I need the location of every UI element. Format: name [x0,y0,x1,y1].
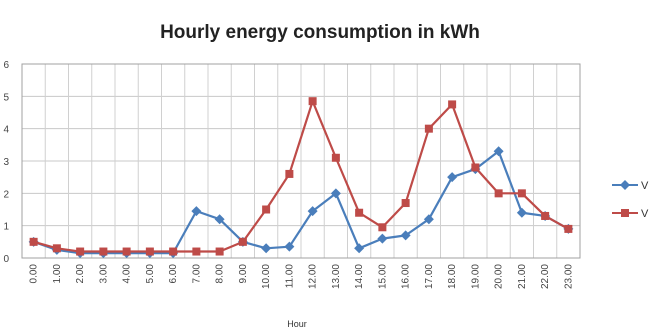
y-tick-label: 0 [3,254,9,265]
data-point [330,188,341,199]
data-point [262,205,271,214]
y-axis-ticks: 0 1 2 3 4 5 6 [3,60,9,265]
data-point [401,199,410,208]
y-tick-label: 6 [3,60,9,71]
data-point [169,247,178,256]
y-tick-label: 2 [3,189,9,200]
x-tick-label: 23.00 [563,264,574,289]
x-tick-label: 2.00 [75,264,86,284]
data-point [145,247,154,256]
x-tick-label: 9.00 [238,264,249,284]
grid [21,63,581,259]
x-tick-label: 16.00 [401,264,412,289]
legend-label: V [641,208,649,220]
data-point [448,100,457,109]
x-tick-label: 20.00 [494,264,505,289]
x-tick-label: 0.00 [29,264,40,284]
x-tick-label: 3.00 [98,264,109,284]
data-point [423,214,434,225]
y-tick-label: 3 [3,157,9,168]
data-point [378,223,387,232]
data-point [191,206,202,217]
x-tick-label: 4.00 [122,264,133,284]
y-tick-label: 1 [3,222,9,233]
x-tick-label: 17.00 [424,264,435,289]
data-point [516,207,527,218]
data-point [52,244,61,253]
x-tick-label: 6.00 [168,264,179,284]
legend-marker [621,209,629,217]
x-tick-label: 19.00 [470,264,481,289]
legend: VV [612,180,649,220]
legend-item: V [612,208,649,220]
x-tick-label: 1.00 [52,264,63,284]
x-tick-label: 7.00 [191,264,202,284]
y-tick-label: 5 [3,92,9,103]
data-point [192,247,201,256]
x-tick-label: 15.00 [377,264,388,289]
plot-area [21,63,581,259]
data-point [29,237,38,246]
x-tick-label: 14.00 [354,264,365,289]
data-point [494,189,503,198]
data-point [424,124,433,133]
data-point [284,241,295,252]
x-tick-label: 13.00 [331,264,342,289]
data-point [261,243,272,254]
data-point [354,243,365,254]
data-point [377,233,388,244]
series-group [28,97,574,259]
x-tick-label: 18.00 [447,264,458,289]
legend-label: V [641,180,649,192]
x-tick-label: 12.00 [308,264,319,289]
x-tick-label: 22.00 [540,264,551,289]
data-point [471,163,480,172]
data-point [447,172,458,183]
chart-title: Hourly energy consumption in kWh [160,22,480,43]
x-tick-label: 10.00 [261,264,272,289]
data-point [517,189,526,198]
data-point [308,97,317,106]
data-point [355,208,364,217]
x-tick-label: 21.00 [517,264,528,289]
legend-item: V [612,180,649,192]
data-point [285,169,294,178]
x-tick-label: 8.00 [215,264,226,284]
data-point [76,247,85,256]
data-point [331,153,340,162]
x-axis-ticks: 0.00 1.00 2.00 3.00 4.00 5.00 6.00 7.00 8.00 9.00… [29,264,575,289]
data-point [238,237,247,246]
series-2 [29,97,573,256]
data-point [122,247,131,256]
data-point [493,146,504,157]
y-tick-label: 4 [3,125,9,136]
data-point [307,206,318,217]
data-point [214,214,225,225]
x-tick-label: 11.00 [284,264,295,289]
data-point [564,224,573,233]
legend-marker [620,180,630,190]
data-point [99,247,108,256]
data-point [215,247,224,256]
data-point [541,211,550,220]
x-tick-label: 5.00 [145,264,156,284]
data-point [400,230,411,241]
x-axis-label: Hour [287,319,307,329]
